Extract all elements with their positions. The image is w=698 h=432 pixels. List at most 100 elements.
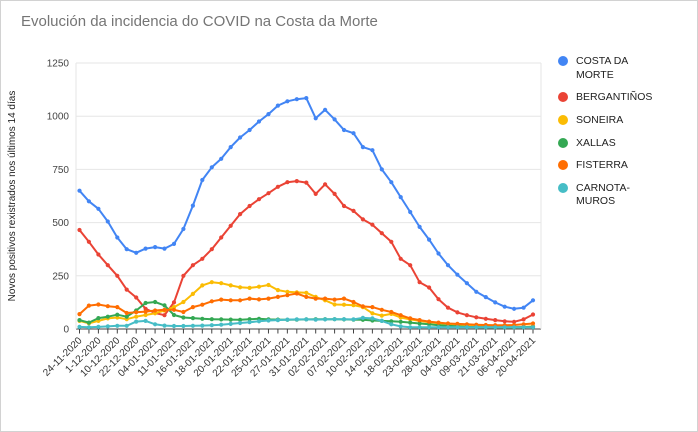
data-point-fisterra[interactable] [389,309,394,315]
data-point-carnota-muros[interactable] [521,325,526,330]
data-point-fisterra[interactable] [304,294,309,299]
data-point-fisterra[interactable] [209,299,214,304]
data-point-costa-da-morte[interactable] [153,245,158,250]
data-point-fisterra[interactable] [115,305,120,310]
data-point-xallas[interactable] [408,320,413,325]
data-point-berganti-os[interactable] [521,317,526,322]
data-point-costa-da-morte[interactable] [408,209,413,215]
data-point-fisterra[interactable] [134,310,139,315]
data-point-berganti-os[interactable] [115,273,120,278]
data-point-carnota-muros[interactable] [219,322,224,327]
data-point-costa-da-morte[interactable] [436,251,441,256]
data-point-berganti-os[interactable] [474,315,479,320]
data-point-carnota-muros[interactable] [162,323,167,328]
data-point-berganti-os[interactable] [445,305,451,310]
data-point-berganti-os[interactable] [464,313,469,318]
data-point-fisterra[interactable] [96,302,101,307]
data-point-xallas[interactable] [398,319,403,324]
data-point-carnota-muros[interactable] [285,317,290,322]
data-point-berganti-os[interactable] [86,239,91,244]
data-point-soneira[interactable] [304,290,309,295]
data-point-fisterra[interactable] [219,297,224,302]
data-point-soneira[interactable] [247,285,252,290]
data-point-fisterra[interactable] [190,305,195,310]
data-point-carnota-muros[interactable] [474,325,479,330]
data-point-fisterra[interactable] [171,307,177,312]
data-point-xallas[interactable] [77,318,82,323]
data-point-berganti-os[interactable] [398,256,403,261]
data-point-costa-da-morte[interactable] [143,246,148,251]
data-point-xallas[interactable] [219,317,224,322]
data-point-carnota-muros[interactable] [464,325,469,330]
data-point-fisterra[interactable] [200,302,205,307]
data-point-carnota-muros[interactable] [455,325,460,330]
data-point-berganti-os[interactable] [124,287,129,292]
data-point-carnota-muros[interactable] [266,318,271,323]
data-point-costa-da-morte[interactable] [493,300,498,305]
data-point-costa-da-morte[interactable] [181,226,186,232]
data-point-carnota-muros[interactable] [124,323,129,328]
data-point-soneira[interactable] [200,283,205,288]
data-point-fisterra[interactable] [464,322,469,327]
data-point-carnota-muros[interactable] [436,325,441,330]
data-point-xallas[interactable] [190,316,195,321]
data-point-costa-da-morte[interactable] [398,195,403,200]
data-point-carnota-muros[interactable] [530,325,536,330]
data-point-berganti-os[interactable] [304,180,309,185]
data-point-xallas[interactable] [143,300,148,306]
data-point-berganti-os[interactable] [134,295,139,300]
data-point-carnota-muros[interactable] [379,318,384,323]
data-point-xallas[interactable] [153,299,158,305]
data-point-berganti-os[interactable] [209,247,214,252]
data-point-fisterra[interactable] [379,307,384,312]
data-point-fisterra[interactable] [105,304,110,309]
data-point-fisterra[interactable] [77,312,82,317]
data-point-carnota-muros[interactable] [247,320,252,325]
data-point-berganti-os[interactable] [247,203,252,209]
data-point-fisterra[interactable] [181,309,186,315]
data-point-carnota-muros[interactable] [304,317,309,322]
data-point-xallas[interactable] [115,312,120,317]
data-point-carnota-muros[interactable] [96,324,101,329]
series-costa-da-morte[interactable] [77,96,536,311]
data-point-xallas[interactable] [124,314,129,319]
series-carnota-muros[interactable] [77,315,536,330]
legend-item-carnota-muros[interactable]: CARNOTA-MUROS [558,182,693,209]
data-point-xallas[interactable] [181,315,186,320]
data-point-fisterra[interactable] [266,296,271,301]
data-point-fisterra[interactable] [247,296,252,301]
data-point-soneira[interactable] [370,311,375,316]
data-point-berganti-os[interactable] [323,182,328,187]
data-point-carnota-muros[interactable] [408,325,413,330]
data-point-costa-da-morte[interactable] [200,177,205,183]
data-point-costa-da-morte[interactable] [304,96,309,101]
data-point-fisterra[interactable] [153,308,158,313]
data-point-xallas[interactable] [105,314,110,319]
data-point-carnota-muros[interactable] [323,317,328,322]
data-point-fisterra[interactable] [455,321,460,326]
data-point-xallas[interactable] [417,321,422,326]
data-point-costa-da-morte[interactable] [238,135,243,140]
legend-item-costa-da-morte[interactable]: COSTA DA MORTE [558,55,693,82]
data-point-berganti-os[interactable] [417,280,422,285]
data-point-xallas[interactable] [200,316,205,321]
data-point-carnota-muros[interactable] [294,317,299,322]
data-point-berganti-os[interactable] [266,191,271,196]
series-fisterra[interactable] [77,291,536,328]
data-point-berganti-os[interactable] [341,203,347,209]
data-point-soneira[interactable] [181,299,186,305]
data-point-berganti-os[interactable] [275,184,280,189]
data-point-berganti-os[interactable] [379,231,384,236]
data-point-costa-da-morte[interactable] [256,119,262,124]
data-point-berganti-os[interactable] [219,235,224,240]
data-point-costa-da-morte[interactable] [105,219,110,224]
data-point-berganti-os[interactable] [427,285,432,290]
data-point-fisterra[interactable] [294,291,299,296]
data-point-xallas[interactable] [171,312,177,318]
data-point-fisterra[interactable] [436,320,441,325]
data-point-carnota-muros[interactable] [332,317,337,322]
data-point-carnota-muros[interactable] [86,325,91,330]
data-point-carnota-muros[interactable] [171,323,177,329]
data-point-carnota-muros[interactable] [200,323,205,328]
data-point-costa-da-morte[interactable] [455,272,460,277]
